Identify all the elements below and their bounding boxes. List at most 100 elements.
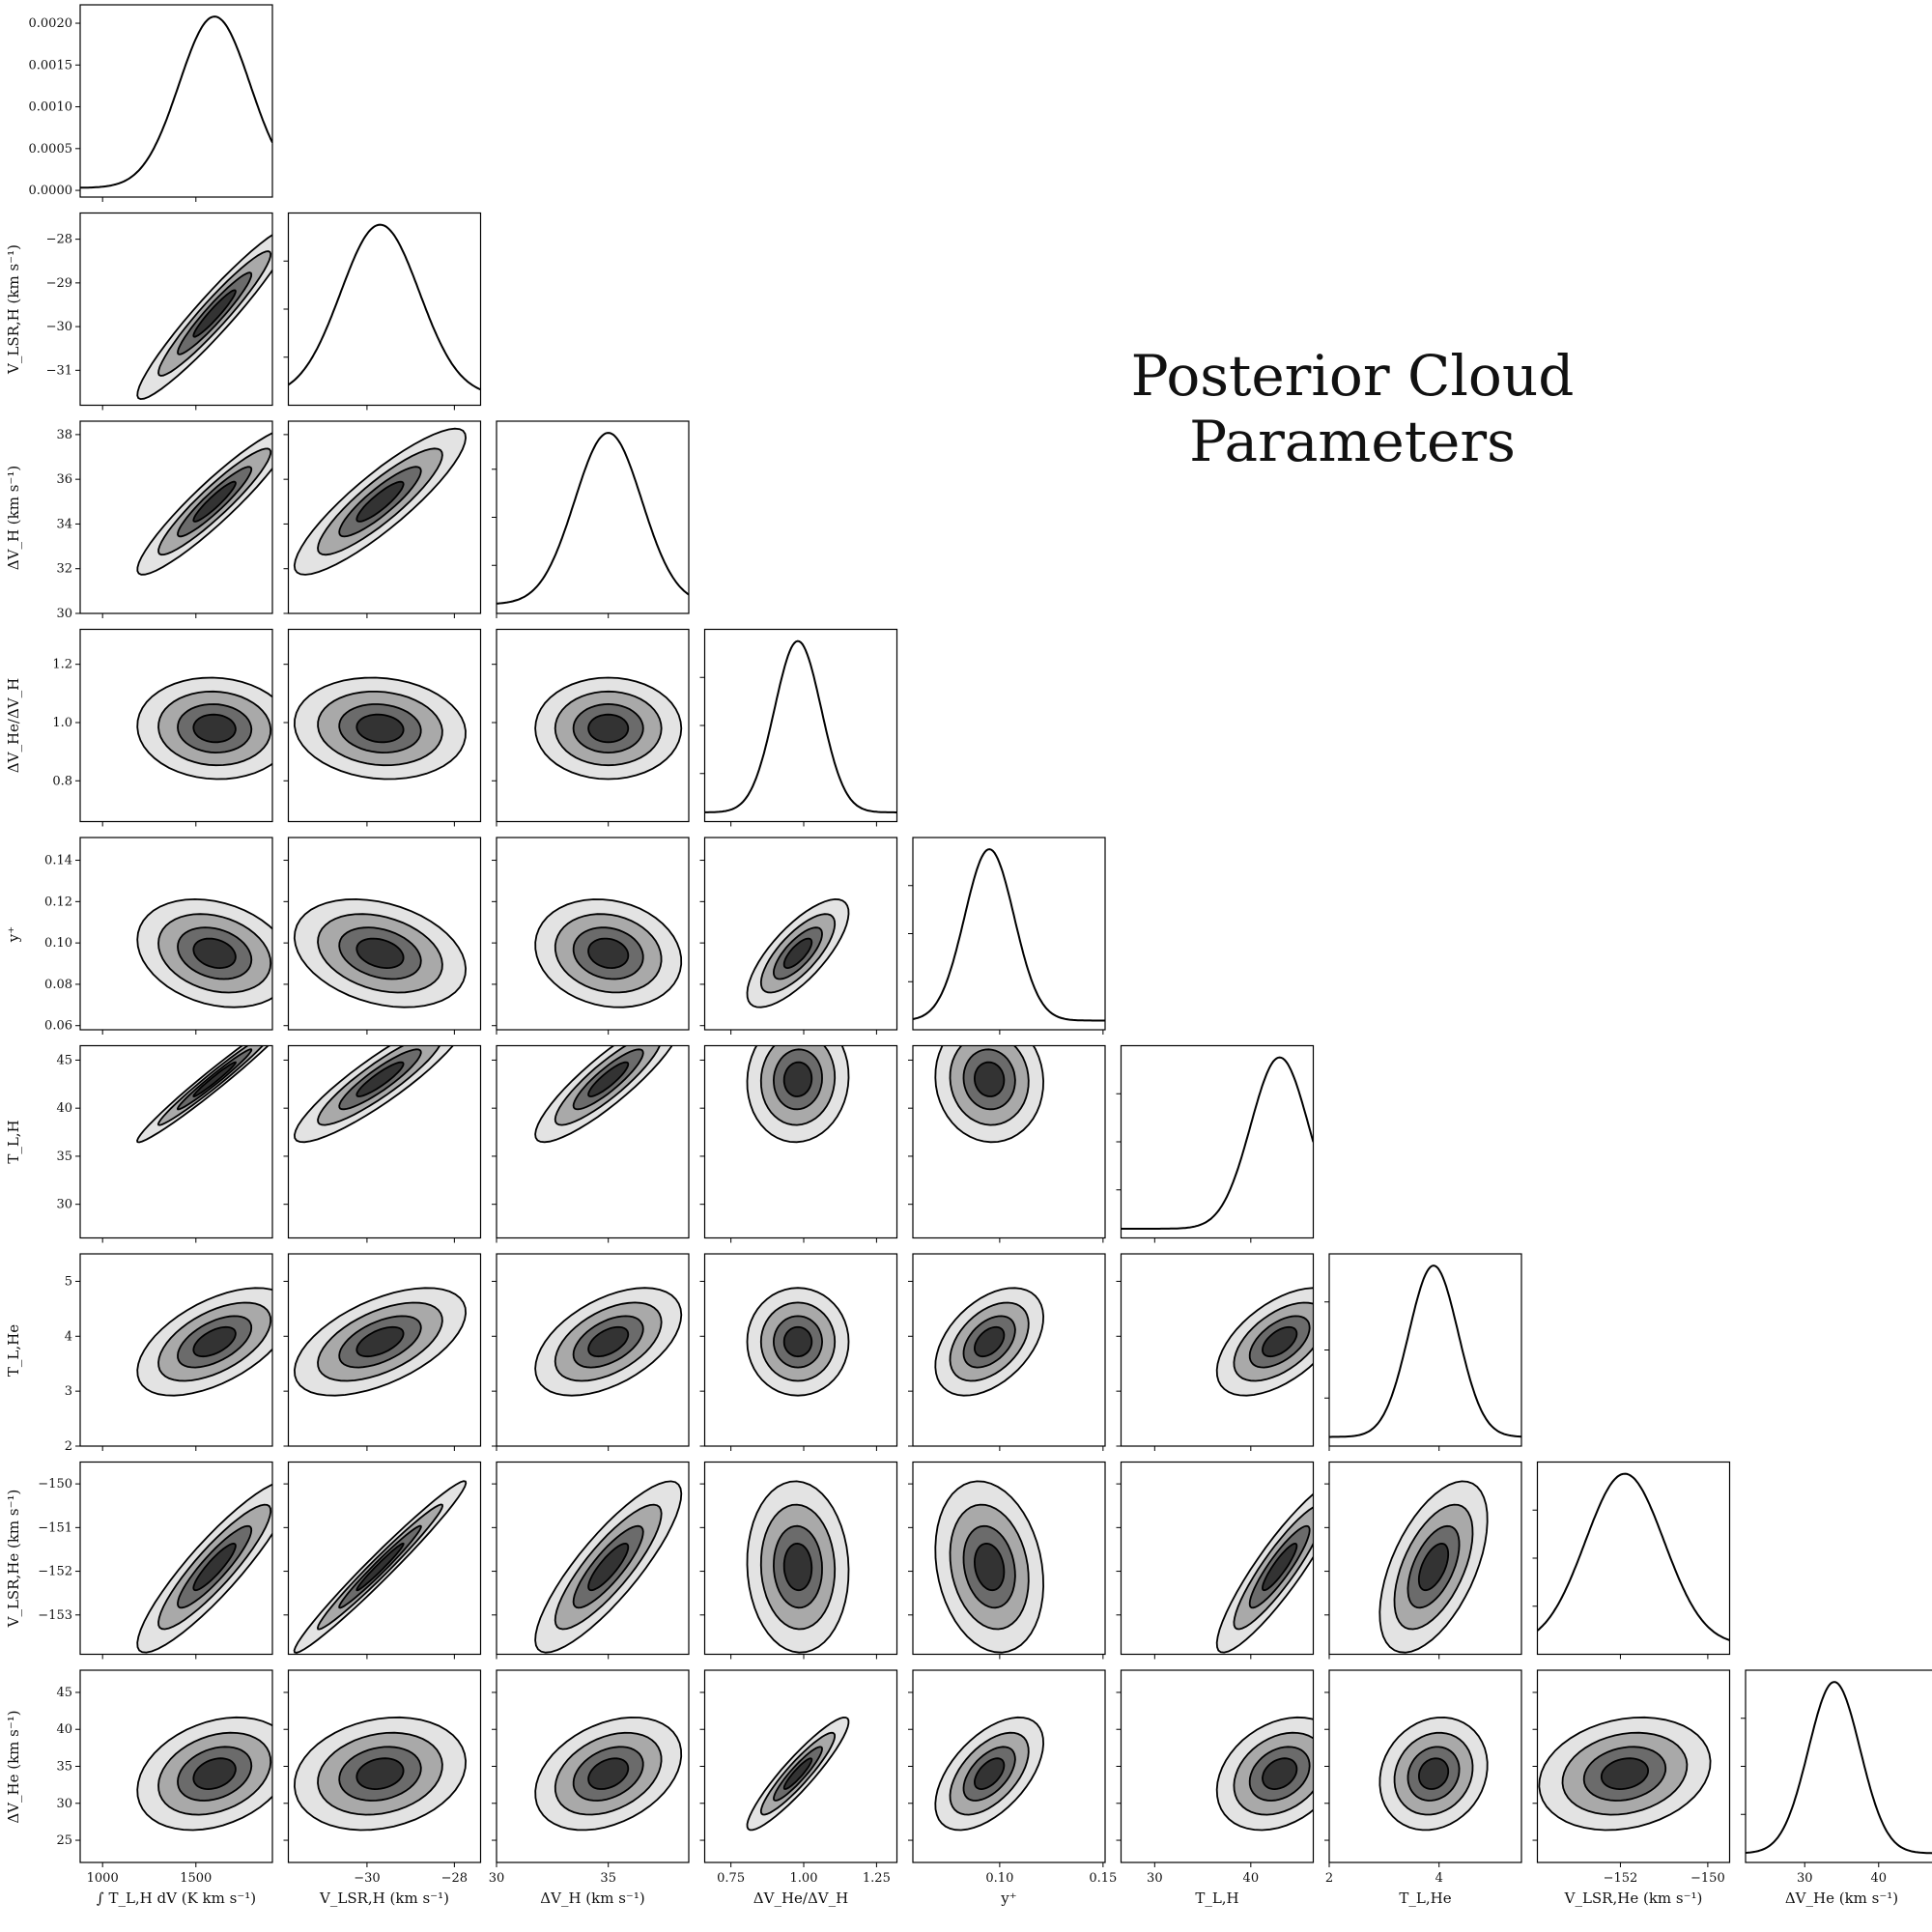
panel-TL_He-vs-int_TL: 2 3 4 5 xyxy=(65,1254,292,1454)
y-tick-label: 5 xyxy=(65,1274,72,1289)
panel-dV_ratio-vs-int_TL: 0.8 1.0 1.2 xyxy=(52,630,292,827)
panel-y_plus-vs-VLSR_H xyxy=(284,838,481,1035)
figure-title: Posterior Cloud Parameters xyxy=(1005,343,1700,474)
x-axis-label: ΔV_H (km s⁻¹) xyxy=(497,1889,690,1907)
y-tick-label: 1.2 xyxy=(52,658,72,672)
x-axis-label: ΔV_He (km s⁻¹) xyxy=(1746,1889,1932,1907)
y-tick-label: 0.08 xyxy=(44,978,72,992)
panel-TL_He-vs-TL_He xyxy=(1324,1254,1521,1451)
x-tick-label: 2 xyxy=(1325,1871,1333,1886)
y-tick-label: −31 xyxy=(46,363,72,378)
x-tick-label: −30 xyxy=(354,1871,380,1886)
panel-TL_He-vs-y_plus xyxy=(908,1254,1105,1451)
y-tick-label: 34 xyxy=(56,517,72,531)
y-tick-label: 0.8 xyxy=(52,774,72,788)
panel-VLSR_He-vs-dV_H xyxy=(492,1463,689,1660)
y-tick-label: −28 xyxy=(46,233,72,247)
x-tick-label: 1.25 xyxy=(863,1871,891,1886)
panel-TL_H-vs-TL_H xyxy=(1117,1046,1314,1243)
panel-dV_He-vs-int_TL: 25303540451000 1500 xyxy=(56,1670,292,1886)
y-tick-label: 45 xyxy=(56,1053,72,1067)
panel-VLSR_He-vs-VLSR_H xyxy=(284,1463,481,1660)
y-tick-label: 0.12 xyxy=(44,895,72,909)
y-tick-label: −151 xyxy=(38,1520,72,1535)
x-tick-label: −152 xyxy=(1604,1871,1638,1886)
x-tick-label: 0.15 xyxy=(1089,1871,1117,1886)
panel-VLSR_He-vs-int_TL: −150−151−152−153 xyxy=(38,1463,292,1660)
y-tick-label: 0.06 xyxy=(44,1019,72,1034)
panel-frame xyxy=(705,630,897,822)
panel-y_plus-vs-dV_H xyxy=(492,838,689,1035)
contour-level-4 xyxy=(784,1327,812,1356)
panel-dV_He-vs-VLSR_H: −30 −28 xyxy=(284,1670,481,1886)
y-tick-label: 0.0005 xyxy=(29,142,73,156)
marginal-density-curve xyxy=(705,641,897,812)
panel-frame xyxy=(289,213,481,406)
panel-frame xyxy=(80,1046,272,1238)
panel-dV_ratio-vs-VLSR_H xyxy=(284,630,481,827)
panel-frame xyxy=(80,5,272,197)
x-axis-label: V_LSR,H (km s⁻¹) xyxy=(288,1889,481,1907)
panel-dV_H-vs-VLSR_H xyxy=(284,421,481,618)
panel-y_plus-vs-dV_ratio xyxy=(700,838,897,1035)
panel-TL_H-vs-VLSR_H xyxy=(284,1016,481,1242)
panel-TL_H-vs-y_plus xyxy=(908,1016,1105,1242)
contour-level-4 xyxy=(784,1063,812,1096)
x-tick-label: 0.75 xyxy=(717,1871,745,1886)
y-tick-label: 36 xyxy=(56,472,72,487)
x-tick-label: 30 xyxy=(489,1871,505,1886)
y-tick-label: −29 xyxy=(46,276,72,291)
panel-VLSR_H-vs-VLSR_H xyxy=(284,213,481,411)
x-tick-label: 30 xyxy=(1797,1871,1813,1886)
y-axis-label: y⁺ xyxy=(0,838,28,1031)
panel-dV_He-vs-dV_He: 30 40 xyxy=(1741,1670,1932,1886)
y-tick-label: 40 xyxy=(56,1101,72,1116)
panel-frame xyxy=(1122,1046,1314,1238)
panel-y_plus-vs-int_TL: 0.060.080.100.120.14 xyxy=(44,838,292,1035)
y-tick-label: 30 xyxy=(56,607,72,621)
panel-y_plus-vs-y_plus xyxy=(908,838,1105,1035)
y-tick-label: −30 xyxy=(46,320,72,334)
y-tick-label: −150 xyxy=(38,1477,72,1492)
marginal-density-curve xyxy=(913,849,1105,1020)
x-tick-label: 35 xyxy=(600,1871,616,1886)
y-tick-label: 35 xyxy=(56,1760,72,1775)
marginal-density-curve xyxy=(289,225,481,390)
y-tick-label: 40 xyxy=(56,1722,72,1737)
y-tick-label: 4 xyxy=(65,1329,72,1344)
panel-dV_He-vs-dV_ratio: 0.75 1.00 1.25 xyxy=(700,1670,897,1886)
y-axis-label: ΔV_H (km s⁻¹) xyxy=(0,421,28,614)
panel-dV_ratio-vs-dV_H xyxy=(492,630,689,827)
marginal-density-curve xyxy=(1122,1058,1314,1229)
panel-TL_H-vs-int_TL: 30354045 xyxy=(56,1016,292,1242)
marginal-density-curve xyxy=(1746,1682,1932,1853)
panel-frame xyxy=(1746,1670,1932,1862)
y-tick-label: 2 xyxy=(65,1439,72,1454)
x-axis-label: ΔV_He/ΔV_H xyxy=(704,1889,897,1907)
panel-TL_He-vs-dV_H xyxy=(492,1254,689,1451)
panel-VLSR_He-vs-VLSR_He xyxy=(1533,1463,1730,1660)
x-tick-label: 4 xyxy=(1435,1871,1443,1886)
panel-TL_He-vs-TL_H xyxy=(1117,1254,1343,1451)
y-axis-label: T_L,H xyxy=(0,1045,28,1238)
y-tick-label: 1.0 xyxy=(52,716,72,730)
x-tick-label: 40 xyxy=(1870,1871,1887,1886)
x-axis-label: T_L,He xyxy=(1329,1889,1522,1907)
panel-VLSR_He-vs-TL_He xyxy=(1324,1463,1521,1660)
y-tick-label: 25 xyxy=(56,1833,72,1848)
panel-VLSR_H-vs-int_TL: −28 −29 −30 −31 xyxy=(46,213,292,411)
y-axis-label: V_LSR,He (km s⁻¹) xyxy=(0,1462,28,1655)
panel-frame xyxy=(1538,1463,1730,1655)
y-tick-label: 45 xyxy=(56,1686,72,1700)
y-axis-label: V_LSR,H (km s⁻¹) xyxy=(0,213,28,406)
panel-TL_He-vs-dV_ratio xyxy=(700,1254,897,1451)
y-tick-label: 35 xyxy=(56,1150,72,1164)
panel-frame xyxy=(913,838,1105,1030)
panel-int_TL-vs-int_TL: 0.00000.00050.00100.00150.0020 xyxy=(29,5,273,202)
y-tick-label: 0.0010 xyxy=(29,100,73,115)
marginal-density-curve xyxy=(1329,1265,1521,1436)
x-tick-label: 40 xyxy=(1243,1871,1260,1886)
y-tick-label: 38 xyxy=(56,428,72,442)
y-tick-label: 0.0020 xyxy=(29,16,73,31)
